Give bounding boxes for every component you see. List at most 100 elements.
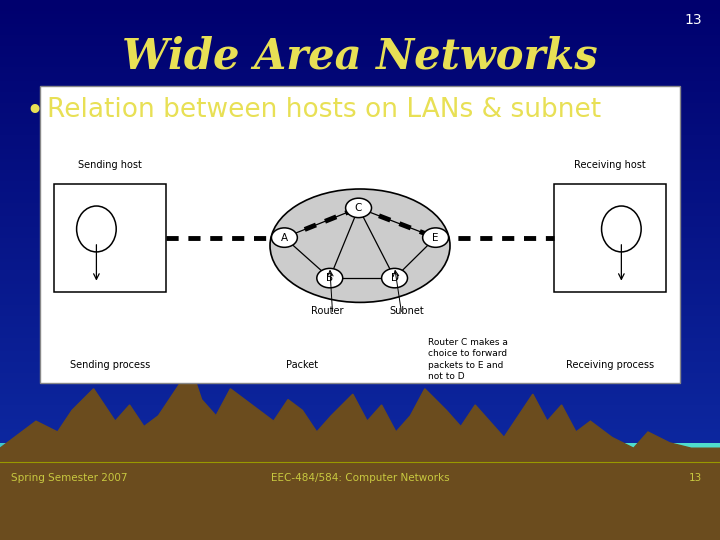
Bar <box>0 119 720 122</box>
Bar <box>0 496 720 498</box>
Bar <box>0 532 720 534</box>
Bar <box>0 529 720 530</box>
Bar <box>0 525 720 527</box>
Bar <box>0 472 720 475</box>
Bar <box>0 184 720 186</box>
Bar <box>0 413 720 416</box>
Bar <box>0 122 720 124</box>
Bar <box>0 478 720 480</box>
Bar <box>0 8 720 11</box>
Bar <box>0 186 720 189</box>
Bar <box>0 506 720 508</box>
Bar <box>0 456 720 457</box>
Bar <box>0 297 720 300</box>
Bar <box>0 89 720 92</box>
Bar <box>0 512 720 514</box>
Bar <box>0 475 720 477</box>
Circle shape <box>423 228 449 247</box>
Bar <box>0 375 720 378</box>
Bar <box>0 464 720 467</box>
Bar <box>0 103 720 105</box>
Bar <box>0 511 720 512</box>
Bar <box>0 440 720 443</box>
Bar <box>0 148 720 151</box>
Bar <box>0 221 720 224</box>
Bar <box>0 254 720 256</box>
Bar <box>0 505 720 508</box>
Bar <box>0 457 720 459</box>
Bar <box>0 449 720 451</box>
Bar <box>0 474 720 475</box>
Bar <box>0 538 720 540</box>
Bar <box>0 162 720 165</box>
Bar <box>0 38 720 40</box>
Ellipse shape <box>76 206 116 252</box>
Bar <box>590 443 720 540</box>
Bar <box>0 49 720 51</box>
Bar <box>0 192 720 194</box>
Bar <box>0 522 720 524</box>
Bar <box>0 294 720 297</box>
Bar <box>0 97 720 100</box>
Bar <box>0 321 720 324</box>
Bar <box>0 235 720 238</box>
Bar <box>0 194 720 197</box>
Bar <box>0 470 720 472</box>
Bar <box>0 443 720 444</box>
Bar <box>0 111 720 113</box>
Bar <box>0 232 720 235</box>
Bar <box>0 286 720 289</box>
Bar <box>0 302 720 305</box>
Bar <box>0 487 720 488</box>
Bar <box>0 514 720 516</box>
Bar <box>0 513 720 516</box>
Bar <box>0 486 720 489</box>
Bar <box>0 346 720 348</box>
Bar <box>0 338 720 340</box>
Bar <box>0 73 720 76</box>
Bar <box>0 54 720 57</box>
Bar <box>0 259 720 262</box>
Bar <box>0 84 720 86</box>
Bar <box>0 14 720 16</box>
Bar <box>0 197 720 200</box>
Bar <box>0 529 720 532</box>
Bar <box>0 278 720 281</box>
Bar <box>0 482 720 483</box>
Bar <box>0 19 720 22</box>
Bar <box>0 537 720 540</box>
Text: A: A <box>281 233 288 242</box>
Text: B: B <box>326 273 333 283</box>
Bar <box>0 273 720 275</box>
Bar <box>0 359 720 362</box>
Bar <box>0 62 720 65</box>
Bar <box>0 421 720 424</box>
Bar <box>0 140 720 143</box>
Bar <box>0 138 720 140</box>
Text: C: C <box>355 203 362 213</box>
Bar <box>0 143 720 146</box>
Bar <box>0 213 720 216</box>
Bar <box>0 30 720 32</box>
Bar <box>0 324 720 327</box>
Bar <box>0 508 720 509</box>
Bar <box>0 381 720 383</box>
Bar <box>0 518 720 521</box>
Bar <box>0 462 720 464</box>
Text: Packet: Packet <box>287 360 318 370</box>
Bar <box>0 402 720 405</box>
Bar <box>0 418 720 421</box>
Bar <box>0 383 720 386</box>
Bar <box>0 524 720 525</box>
Bar <box>0 300 720 302</box>
Bar <box>0 527 720 529</box>
Bar <box>0 405 720 408</box>
Bar <box>0 208 720 211</box>
Bar <box>0 535 720 537</box>
Bar <box>0 327 720 329</box>
Bar <box>0 519 720 521</box>
Bar <box>0 170 720 173</box>
Bar <box>0 537 720 538</box>
Bar <box>0 124 720 127</box>
Text: •: • <box>25 97 43 126</box>
